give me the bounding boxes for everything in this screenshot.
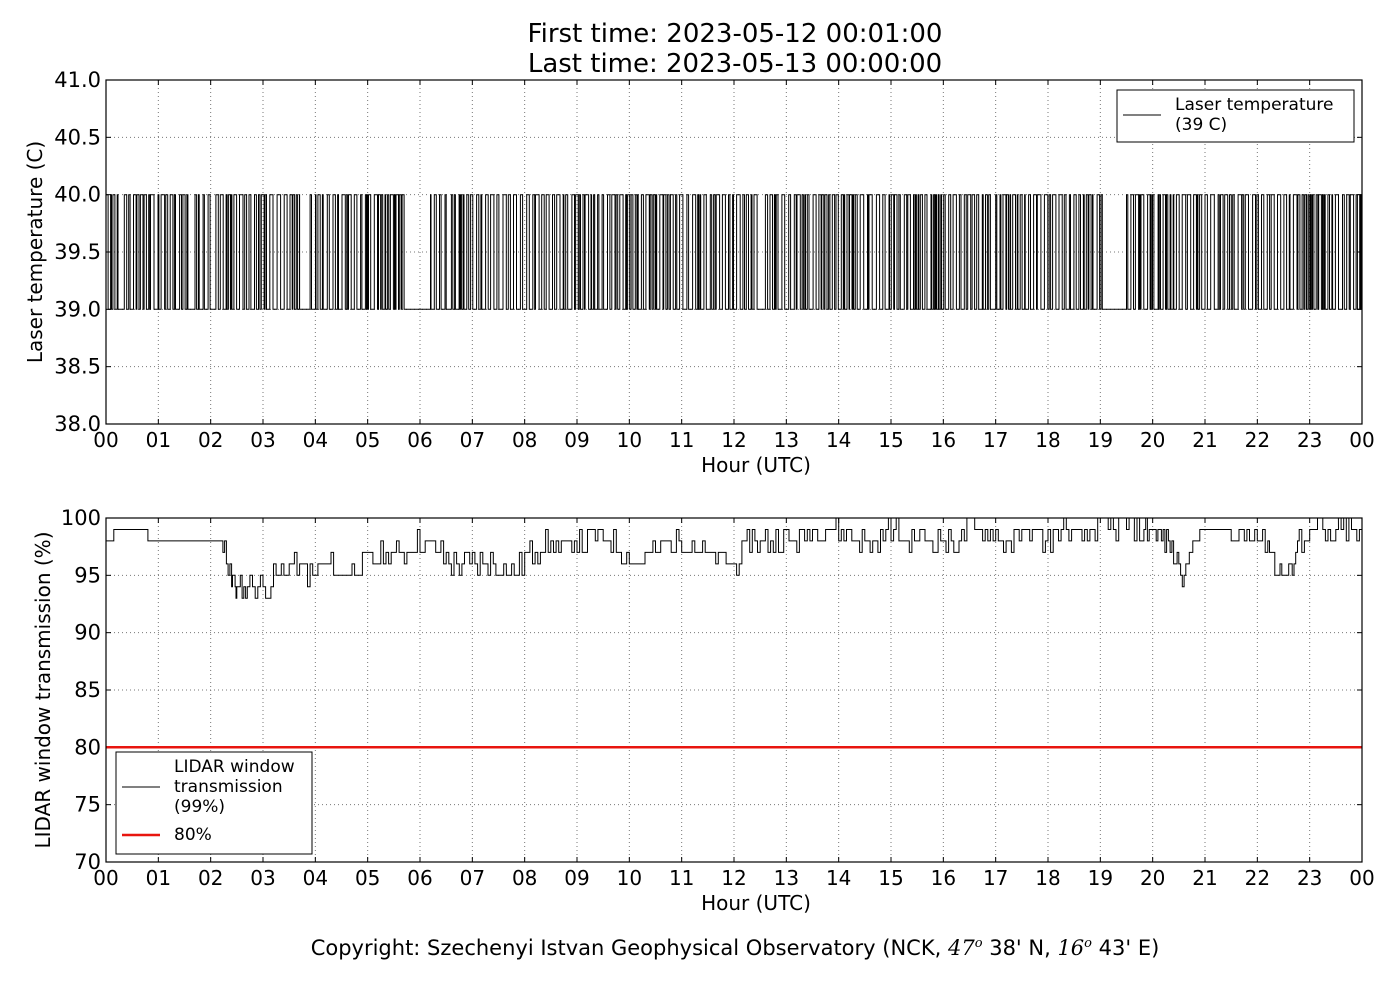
legend-box [115, 751, 313, 855]
x-tick-label: 08 [512, 428, 537, 452]
x-tick-label: 17 [983, 428, 1008, 452]
y-tick-label: 100 [61, 506, 101, 530]
x-tick-label: 13 [774, 866, 799, 890]
x-tick-label: 19 [1088, 866, 1113, 890]
longitude-degrees: 16 [1057, 936, 1085, 960]
x-tick-label: 12 [721, 428, 746, 452]
x-tick-label: 18 [1035, 866, 1060, 890]
chart-title-first-time: First time: 2023-05-12 00:01:00 [527, 19, 943, 49]
x-tick-label: 12 [721, 866, 746, 890]
x-tick-label: 13 [774, 428, 799, 452]
x-tick-label: 02 [198, 428, 223, 452]
x-tick-label: 07 [460, 428, 485, 452]
x-tick-label: 15 [878, 866, 903, 890]
x-tick-label: 04 [303, 866, 328, 890]
x-tick-label: 03 [250, 428, 275, 452]
x-tick-label: 06 [407, 866, 432, 890]
x-tick-label: 20 [1140, 428, 1165, 452]
y-tick-label: 90 [74, 621, 101, 645]
x-tick-label: 02 [198, 866, 223, 890]
y-tick-label: 39.5 [54, 240, 101, 264]
legend-label: 80% [174, 825, 212, 845]
x-tick-label: 09 [564, 428, 589, 452]
x-tick-label: 05 [355, 428, 380, 452]
chart-title-last-time: Last time: 2023-05-13 00:00:00 [527, 49, 943, 79]
x-tick-label: 14 [826, 428, 851, 452]
y-tick-label: 39.0 [54, 297, 101, 321]
series-line [105, 194, 1363, 310]
y-tick-label: 41.0 [54, 68, 101, 92]
x-tick-label: 06 [407, 428, 432, 452]
latitude-degrees: 47 [947, 936, 975, 960]
x-tick-label: 01 [146, 428, 171, 452]
x-tick-label: 08 [512, 866, 537, 890]
x-tick-label: 07 [460, 866, 485, 890]
x-tick-label: 10 [617, 866, 642, 890]
x-tick-label: 19 [1088, 428, 1113, 452]
x-tick-label: 10 [617, 428, 642, 452]
copyright-text: Copyright: Szechenyi Istvan Geophysical … [310, 936, 948, 960]
longitude-minutes: 43' E) [1092, 936, 1160, 960]
x-tick-label: 18 [1035, 428, 1060, 452]
x-axis-label: Hour (UTC) [701, 891, 811, 915]
x-tick-label: 14 [826, 866, 851, 890]
x-tick-label: 17 [983, 866, 1008, 890]
y-tick-label: 40.5 [54, 125, 101, 149]
y-tick-label: 80 [74, 735, 101, 759]
x-tick-label: 00 [93, 428, 118, 452]
y-tick-label: 38.5 [54, 355, 101, 379]
y-tick-label: 95 [74, 563, 101, 587]
x-tick-label: 20 [1140, 866, 1165, 890]
latitude-minutes: 38' N, [982, 936, 1058, 960]
legend-box [1116, 89, 1355, 143]
x-tick-label: 21 [1192, 866, 1217, 890]
x-axis-label: Hour (UTC) [701, 453, 811, 477]
x-tick-label: 04 [303, 428, 328, 452]
x-tick-label: 21 [1192, 428, 1217, 452]
x-tick-label: 00 [93, 866, 118, 890]
y-tick-label: 85 [74, 678, 101, 702]
x-tick-label: 00 [1349, 428, 1374, 452]
legend-label: Laser temperature [1175, 95, 1333, 115]
latitude-degree-symbol: o [974, 936, 983, 951]
x-tick-label: 16 [931, 866, 956, 890]
x-tick-label: 23 [1297, 428, 1322, 452]
legend-label: LIDAR window [174, 757, 295, 777]
x-tick-label: 09 [564, 866, 589, 890]
y-tick-label: 70 [74, 850, 101, 874]
x-tick-label: 16 [931, 428, 956, 452]
series-line [106, 517, 1362, 599]
y-axis-label: Laser temperature (C) [23, 141, 47, 363]
y-axis-label: LIDAR window transmission (%) [31, 532, 55, 849]
y-tick-label: 75 [74, 793, 101, 817]
x-tick-label: 11 [669, 428, 694, 452]
x-tick-label: 03 [250, 866, 275, 890]
x-tick-label: 23 [1297, 866, 1322, 890]
x-tick-label: 05 [355, 866, 380, 890]
x-tick-label: 01 [146, 866, 171, 890]
longitude-degree-symbol: o [1084, 936, 1092, 951]
x-tick-label: 22 [1245, 866, 1270, 890]
x-tick-label: 00 [1349, 866, 1374, 890]
x-tick-label: 11 [669, 866, 694, 890]
copyright-footer: Copyright: Szechenyi Istvan Geophysical … [0, 936, 1400, 960]
plot-frame [105, 517, 1363, 863]
y-tick-label: 40.0 [54, 183, 101, 207]
legend-label: (39 C) [1175, 115, 1227, 135]
y-tick-label: 38.0 [54, 412, 101, 436]
x-tick-label: 22 [1245, 428, 1270, 452]
plot-frame [105, 79, 1363, 425]
legend-label: transmission [174, 777, 283, 797]
x-tick-label: 15 [878, 428, 903, 452]
legend-label: (99%) [174, 797, 225, 817]
